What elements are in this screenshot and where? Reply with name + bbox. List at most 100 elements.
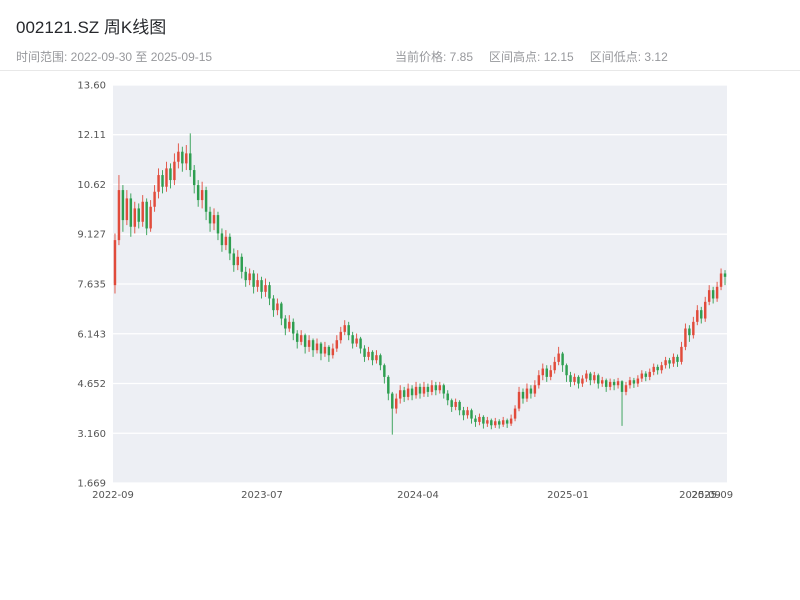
candle-body (652, 366, 655, 372)
candle-body (371, 351, 374, 361)
candle-body (256, 280, 259, 287)
candle-body (149, 206, 152, 229)
current-price-stat: 当前价格: 7.85 (395, 50, 474, 64)
x-tick-label: 2023-07 (241, 490, 283, 501)
candle-body (593, 375, 596, 381)
candle-body (280, 303, 283, 319)
candle-body (723, 273, 727, 277)
candle-body (113, 240, 117, 286)
candle-body (478, 416, 481, 422)
candle-body (145, 201, 148, 229)
candle-body (355, 338, 358, 344)
page-title: 002121.SZ 周K线图 (16, 18, 167, 37)
candle-body (121, 190, 125, 221)
candle-body (311, 340, 315, 351)
candle-body (204, 190, 208, 212)
candle-body (351, 335, 354, 344)
y-tick-label: 4.652 (77, 379, 106, 390)
candle-body (240, 256, 243, 272)
candle-body (660, 365, 663, 371)
candle-body (454, 401, 457, 407)
kline-chart: 13.60 12.11 10.62 9.127 7.635 6.143 4.652 3.160… (0, 71, 800, 600)
candle-body (307, 340, 311, 347)
candle-body (137, 208, 140, 222)
candle-body (272, 298, 275, 311)
candle-body (375, 355, 378, 361)
candle-body (715, 286, 719, 299)
candle-body (533, 385, 537, 394)
candle-body (664, 360, 667, 366)
y-tick-label: 3.160 (77, 429, 106, 440)
candle-body (173, 161, 176, 181)
candle-body (260, 280, 263, 292)
candle-body (636, 378, 640, 384)
candle-body (545, 368, 548, 377)
candle-body (284, 318, 287, 329)
candle-body (200, 190, 204, 201)
candle-body (696, 310, 699, 322)
candle-body (395, 398, 398, 409)
candle-body (347, 325, 350, 336)
candle-body (181, 151, 184, 164)
candle-body (422, 386, 426, 394)
candle-body (462, 410, 465, 416)
candle-body (521, 391, 525, 399)
candle-body (640, 373, 644, 379)
candle-body (676, 356, 679, 362)
candle-body (276, 303, 279, 311)
candle-body (470, 410, 473, 419)
candle-body (327, 346, 331, 356)
candle-body (335, 340, 339, 349)
y-tick-label: 9.127 (77, 230, 106, 241)
candle-body (497, 421, 501, 425)
candle-body (303, 335, 307, 347)
y-tick-label: 12.11 (77, 130, 106, 141)
candles (113, 133, 727, 435)
candle-body (537, 375, 541, 386)
candle-body (494, 421, 497, 426)
candle-body (589, 373, 592, 381)
candle-body (268, 285, 271, 299)
candle-body (157, 175, 160, 192)
candle-body (343, 325, 346, 332)
candle-body (434, 385, 438, 391)
candle-body (442, 385, 445, 394)
candle-body (549, 370, 552, 377)
chart-header: 002121.SZ 周K线图 时间范围: 2022-09-30 至 2025-0… (0, 0, 800, 71)
candle-body (600, 380, 604, 384)
candle-body (680, 346, 683, 362)
candle-body (509, 418, 513, 424)
candle-body (711, 290, 715, 299)
price-stats: 当前价格: 7.85 区间高点: 12.15 区间低点: 3.12 (395, 48, 668, 65)
candle-body (177, 151, 180, 162)
candle-body (561, 353, 564, 366)
candle-body (525, 388, 529, 399)
candle-body (248, 273, 251, 281)
candle-body (688, 328, 691, 336)
candle-body (402, 390, 406, 397)
y-tick-label: 7.635 (77, 279, 106, 290)
candle-body (185, 153, 188, 164)
candle-body (474, 418, 477, 422)
candle-body (323, 346, 327, 354)
candle-body (616, 381, 620, 386)
range-high-stat: 区间高点: 12.15 (489, 50, 574, 64)
candle-body (252, 273, 255, 287)
candle-body (624, 385, 628, 392)
candle-body (232, 253, 236, 266)
x-tick-label: 2025-01 (547, 490, 589, 501)
candle-body (264, 285, 267, 292)
candle-body (169, 168, 172, 181)
candle-body (585, 373, 588, 379)
y-tick-label: 10.62 (77, 180, 106, 191)
candle-body (288, 321, 291, 329)
candle-body (363, 348, 366, 357)
y-tick-label: 13.60 (77, 81, 106, 92)
candle-body (299, 335, 303, 342)
candle-body (426, 386, 430, 392)
candle-body (684, 328, 687, 347)
candle-body (604, 380, 608, 387)
x-tick-label: 2022-09 (92, 490, 134, 501)
candle-body (565, 365, 568, 376)
candle-body (236, 256, 240, 266)
